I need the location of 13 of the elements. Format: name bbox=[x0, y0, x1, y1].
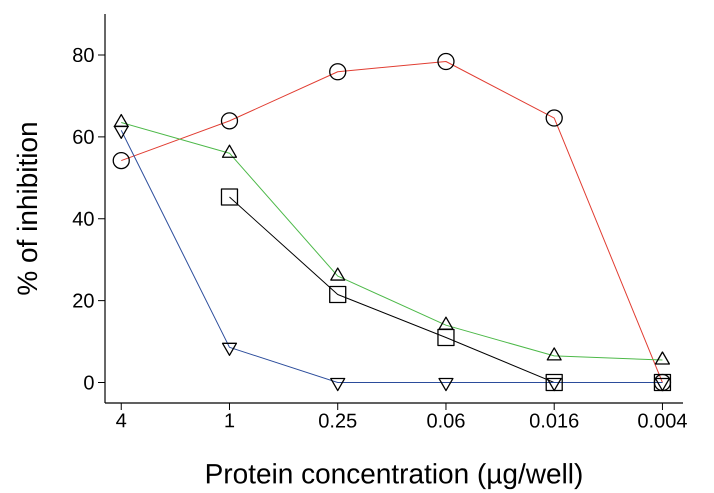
y-axis-title: % of inhibition bbox=[16, 123, 38, 295]
x-tick-label: 0.016 bbox=[530, 414, 578, 428]
y-tick-label: 20 bbox=[73, 294, 94, 308]
x-tick-label: 1 bbox=[225, 414, 234, 428]
x-tick-label: 0.25 bbox=[319, 414, 356, 428]
x-tick-label: 0.06 bbox=[427, 414, 465, 428]
x-tick-label: 0.004 bbox=[638, 414, 687, 428]
x-tick-label: 4 bbox=[116, 414, 126, 428]
y-tick-label: 40 bbox=[72, 212, 94, 226]
y-tick-label: 0 bbox=[84, 376, 94, 390]
x-axis-title: Protein concentration (µg/well) bbox=[206, 463, 582, 490]
y-tick-label: 60 bbox=[73, 130, 94, 144]
y-tick-label: 80 bbox=[73, 48, 94, 62]
